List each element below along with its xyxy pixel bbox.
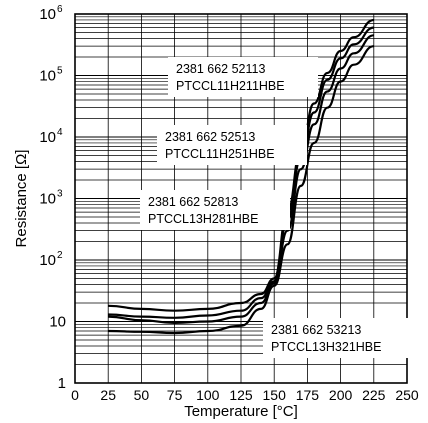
curves xyxy=(108,18,375,335)
annotation-background xyxy=(157,125,307,165)
annotation-line2: PTCCL13H321HBE xyxy=(271,340,381,354)
x-tick-label: 225 xyxy=(362,387,386,403)
x-tick-label: 125 xyxy=(229,387,253,403)
y-tick-exponent: 4 xyxy=(57,127,63,138)
y-tick-label: 10 xyxy=(39,129,56,146)
annotation-line1: 2381 662 53213 xyxy=(271,323,361,337)
x-tick-labels: 0 25 50 75 100 125 150 175 200 225 250 xyxy=(71,387,419,403)
x-tick-label: 0 xyxy=(71,387,79,403)
x-tick-label: 150 xyxy=(263,387,287,403)
annotation-line1: 2381 662 52113 xyxy=(176,62,265,76)
y-tick-label: 1 xyxy=(58,375,66,392)
y-tick-label: 10 xyxy=(39,252,56,269)
annotation-line2: PTCCL11H211HBE xyxy=(176,79,285,93)
y-tick-exponent: 5 xyxy=(57,66,63,77)
y-tick-label: 10 xyxy=(39,6,56,23)
annotation-1: 2381 662 52113 PTCCL11H211HBE xyxy=(168,57,318,97)
x-tick-label: 25 xyxy=(100,387,116,403)
series-line-3 xyxy=(108,34,375,324)
annotation-background xyxy=(263,318,413,358)
x-tick-label: 175 xyxy=(296,387,320,403)
x-tick-label: 100 xyxy=(196,387,220,403)
y-tick-exponent: 6 xyxy=(57,4,63,15)
x-tick-label: 250 xyxy=(395,387,419,403)
x-axis-label: Temperature [°C] xyxy=(184,403,298,420)
y-axis-label: Resistance [Ω] xyxy=(13,150,30,248)
y-tick-label: 10 xyxy=(39,68,56,85)
annotation-background xyxy=(168,57,318,97)
x-tick-label: 200 xyxy=(329,387,353,403)
annotations: 2381 662 52113 PTCCL11H211HBE 2381 662 525… xyxy=(140,57,413,358)
annotation-2: 2381 662 52513 PTCCL11H251HBE xyxy=(157,125,307,165)
y-tick-label: 10 xyxy=(49,314,66,331)
y-tick-label: 10 xyxy=(39,191,56,208)
annotation-line2: PTCCL11H251HBE xyxy=(165,147,275,161)
annotation-line2: PTCCL13H281HBE xyxy=(148,212,258,226)
x-tick-label: 75 xyxy=(167,387,183,403)
annotation-4: 2381 662 53213 PTCCL13H321HBE xyxy=(263,318,413,358)
plot-frame xyxy=(74,13,408,384)
series-line-4 xyxy=(108,45,375,335)
y-tick-exponent: 2 xyxy=(57,250,63,261)
annotation-line1: 2381 662 52513 xyxy=(165,130,255,144)
x-tick-label: 50 xyxy=(134,387,150,403)
y-tick-exponent: 3 xyxy=(57,189,63,200)
annotation-line1: 2381 662 52813 xyxy=(148,195,238,209)
annotation-3: 2381 662 52813 PTCCL13H281HBE xyxy=(140,190,290,230)
annotation-background xyxy=(140,190,290,230)
